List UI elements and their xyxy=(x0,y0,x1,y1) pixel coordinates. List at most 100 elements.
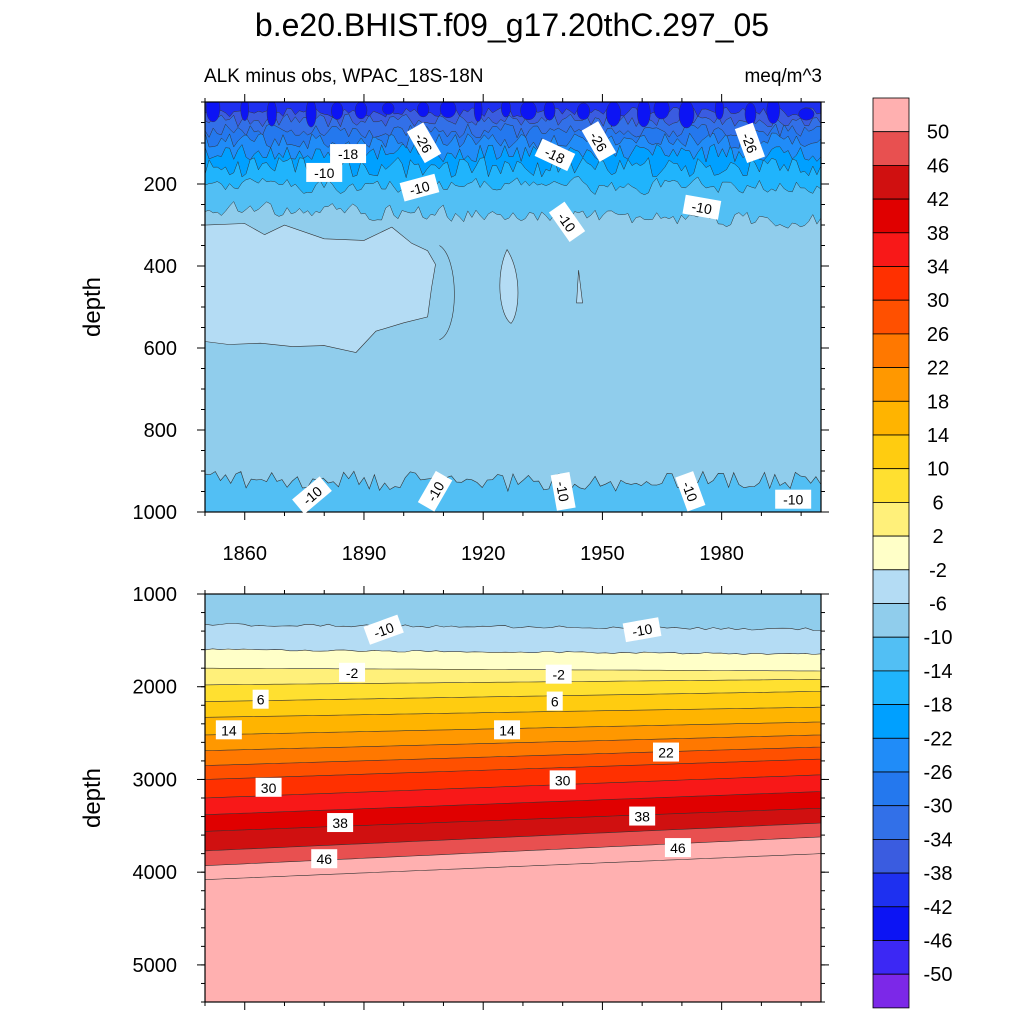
contour-label: -2 xyxy=(339,662,366,682)
colorbar-box xyxy=(872,367,910,402)
contour-label-box xyxy=(675,471,706,512)
contour-label-text: 46 xyxy=(670,840,686,856)
contour-label-box xyxy=(417,470,453,512)
contour-label-text: 30 xyxy=(555,772,571,788)
colorbar-label: 50 xyxy=(927,122,949,144)
colorbar-box xyxy=(872,97,910,133)
y-tick-label: 200 xyxy=(144,174,177,196)
band-minus-46-to-minus-42 xyxy=(543,102,556,121)
band-minus-46-to-minus-42 xyxy=(473,102,483,122)
colorbar-label: 42 xyxy=(927,189,949,211)
colorbar-box xyxy=(872,636,910,672)
contour-label: -2 xyxy=(545,664,572,684)
colorbar-label: -46 xyxy=(924,931,953,953)
contour-label-box xyxy=(653,742,680,762)
band-minus-6-to-minus-2 xyxy=(205,223,436,353)
upper-y-axis-label: depth xyxy=(79,277,106,337)
y-tick-label: 5000 xyxy=(133,955,178,977)
contour-label-box xyxy=(339,662,366,682)
contour-label-box xyxy=(494,720,521,740)
colorbar-label: 34 xyxy=(927,257,949,279)
contour-label-box xyxy=(252,689,269,709)
colorbar-label: -18 xyxy=(924,695,953,717)
contour-label-box xyxy=(399,173,440,202)
contour-label: 14 xyxy=(215,720,242,740)
contour-label: -26 xyxy=(734,122,766,163)
colorbar-box xyxy=(872,232,910,267)
contour-label-text: -10 xyxy=(372,619,397,641)
x-tick-label: 1890 xyxy=(342,543,387,565)
colorbar-box xyxy=(872,198,910,234)
contour-label-text: -10 xyxy=(690,198,713,217)
colorbar-box xyxy=(872,468,910,503)
contour-label-text: -10 xyxy=(679,479,701,504)
upper-filled-contours xyxy=(205,102,821,512)
contour-line xyxy=(439,245,455,341)
colorbar-box xyxy=(872,266,910,301)
colorbar-label: 22 xyxy=(927,358,949,380)
colorbar-box xyxy=(872,299,910,335)
contour-label-box xyxy=(664,838,691,858)
band-minus-46-to-minus-42 xyxy=(240,102,249,121)
y-tick-label: 600 xyxy=(144,338,177,360)
band-minus-46-to-minus-42 xyxy=(678,102,695,129)
contour-label-text: 14 xyxy=(499,722,515,738)
colorbar-box xyxy=(872,670,910,706)
contour-label-box xyxy=(363,614,404,645)
x-tick-label: 1920 xyxy=(461,543,506,565)
x-tick-label: 1980 xyxy=(699,543,744,565)
contour-label: 38 xyxy=(629,806,656,826)
contour-label-text: -10 xyxy=(314,165,334,181)
colorbar-label: 18 xyxy=(927,391,949,413)
colorbar: 50 46 42 38 34 30 26 22 18 14 10 6 2 -2 -6 -10 -14 -18 -22… xyxy=(872,97,953,1009)
contour-label-box xyxy=(548,201,586,243)
contour-label-text: 38 xyxy=(332,815,348,831)
contour-label-box xyxy=(330,144,367,164)
x-tick-label: 1950 xyxy=(580,543,625,565)
colorbar-box xyxy=(872,603,910,638)
band-minus-46-to-minus-42 xyxy=(266,102,277,127)
contour-label: -10 xyxy=(622,617,662,643)
band-minus-46-to-minus-42 xyxy=(653,102,670,120)
colorbar-box xyxy=(872,973,910,1009)
band-minus-46-to-minus-42 xyxy=(766,102,780,124)
contour-label: -10 xyxy=(363,614,404,645)
contour-label-text: -18 xyxy=(338,146,358,162)
subtitle-right: meq/m^3 xyxy=(744,66,822,87)
contour-label: -10 xyxy=(550,472,576,511)
band-minus-46-to-minus-42 xyxy=(382,102,395,115)
band-minus-46-to-minus-42 xyxy=(714,102,724,120)
band-minus-46-to-minus-42 xyxy=(520,102,537,121)
colorbar-label: 38 xyxy=(927,223,949,245)
band-minus-46-to-minus-42 xyxy=(576,102,591,120)
colorbar-label: -22 xyxy=(924,728,953,750)
band-minus-46-to-minus-42 xyxy=(606,102,621,127)
contour-label: -18 xyxy=(330,144,367,164)
contour-label-box xyxy=(734,122,766,163)
colorbar-label: -10 xyxy=(924,627,953,649)
band-minus-46-to-minus-42 xyxy=(501,102,511,118)
contour-label: -18 xyxy=(534,138,576,172)
contour-label-box xyxy=(622,617,662,643)
contour-label-box xyxy=(549,770,576,790)
upper-y-ticks: 200 400 600 800 1000 xyxy=(133,94,829,524)
y-tick-label: 400 xyxy=(144,256,177,278)
colorbar-box xyxy=(872,569,910,604)
contour-label: 14 xyxy=(494,720,521,740)
contour-label-text: -10 xyxy=(553,480,572,503)
colorbar-label: 10 xyxy=(927,459,949,481)
contour-label-text: 6 xyxy=(551,694,559,710)
colorbar-box xyxy=(872,805,910,840)
contour-label-box xyxy=(534,138,576,172)
contour-label: 30 xyxy=(255,777,282,797)
contour-label-text: 22 xyxy=(658,745,674,761)
colorbar-box xyxy=(872,906,910,941)
colorbar-label: 26 xyxy=(927,324,949,346)
colorbar-label: 46 xyxy=(927,155,949,177)
colorbar-label: -34 xyxy=(924,829,953,851)
colorbar-box xyxy=(872,771,910,807)
colorbar-box xyxy=(872,704,910,739)
contour-label-box xyxy=(682,194,722,220)
